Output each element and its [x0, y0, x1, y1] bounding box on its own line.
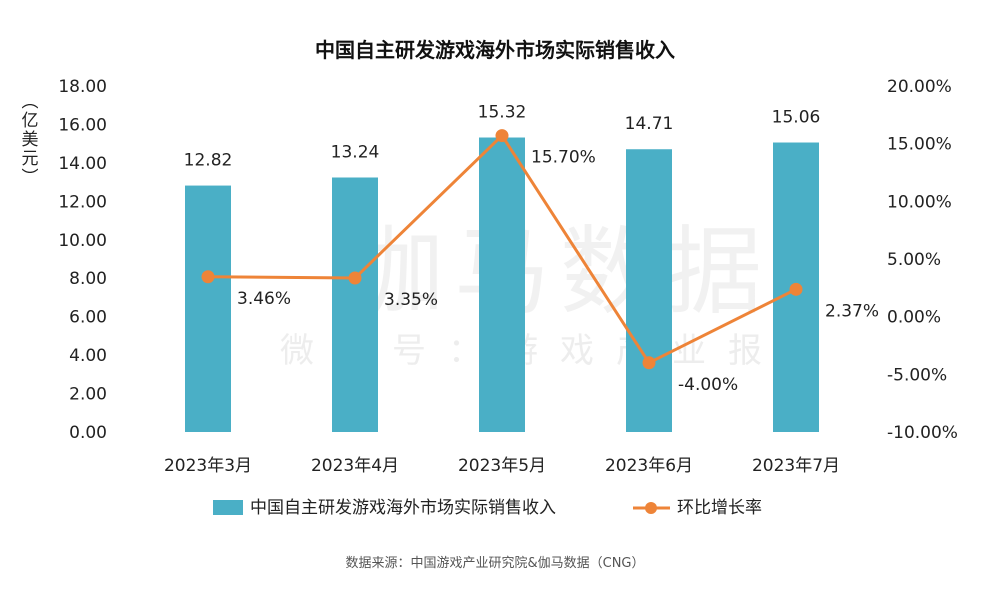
- left-axis-title: ︵亿美元︶: [22, 92, 39, 188]
- growth-point: [348, 271, 362, 285]
- bar-value-label: 13.24: [331, 142, 380, 162]
- bar-value-label: 14.71: [625, 114, 674, 134]
- left-tick-label: 8.00: [69, 269, 107, 289]
- line-data-labels: 3.46% 3.35% 15.70% -4.00% 2.37%: [237, 148, 879, 395]
- growth-point: [789, 282, 803, 296]
- line-series: [201, 129, 803, 370]
- source-note: 数据来源：中国游戏产业研究院&伽马数据（CNG）: [345, 556, 645, 571]
- left-tick-label: 12.00: [58, 192, 107, 212]
- bar-series: [185, 137, 819, 433]
- bar: [626, 149, 672, 433]
- category-label: 2023年7月: [752, 456, 840, 476]
- left-tick-label: 0.00: [69, 423, 107, 443]
- bar: [185, 185, 231, 432]
- left-tick-label: 18.00: [58, 77, 107, 97]
- bar: [479, 137, 525, 432]
- left-tick-label: 10.00: [58, 231, 107, 251]
- growth-value-label: 15.70%: [531, 148, 596, 168]
- bar-value-label: 15.32: [478, 103, 527, 123]
- bar: [332, 177, 378, 432]
- chart-title: 中国自主研发游戏海外市场实际销售收入: [315, 38, 675, 62]
- right-tick-label: -10.00%: [887, 423, 958, 443]
- bar-data-labels: 12.82 13.24 15.32 14.71 15.06: [184, 103, 821, 171]
- left-tick-label: 16.00: [58, 115, 107, 135]
- bar-value-label: 15.06: [772, 108, 821, 128]
- left-axis-label: ︵亿美元︶: [22, 92, 39, 188]
- growth-value-label: 3.46%: [237, 289, 291, 309]
- left-tick-label: 2.00: [69, 385, 107, 405]
- left-tick-label: 14.00: [58, 154, 107, 174]
- growth-value-label: -4.00%: [678, 375, 738, 395]
- category-label: 2023年4月: [311, 456, 399, 476]
- legend-label-line: 环比增长率: [677, 498, 762, 518]
- watermark-main: 伽马数据: [348, 216, 772, 328]
- left-axis-ticks: 0.00 2.00 4.00 6.00 8.00 10.00 12.00 14.00 16.00…: [58, 77, 107, 443]
- right-axis-ticks: -10.00% -5.00% 0.00% 5.00% 10.00% 15.00% 20.00…: [887, 77, 958, 443]
- right-tick-label: 10.00%: [887, 192, 952, 212]
- right-tick-label: 5.00%: [887, 250, 941, 270]
- category-axis-labels: 2023年3月 2023年4月 2023年5月 2023年6月 2023年7月: [164, 456, 840, 476]
- legend-swatch-marker: [645, 502, 657, 514]
- category-label: 2023年3月: [164, 456, 252, 476]
- legend-swatch-bar: [213, 500, 243, 515]
- growth-value-label: 3.35%: [384, 290, 438, 310]
- growth-point: [495, 129, 509, 143]
- right-tick-label: 0.00%: [887, 308, 941, 328]
- right-tick-label: 20.00%: [887, 77, 952, 97]
- category-label: 2023年6月: [605, 456, 693, 476]
- left-tick-label: 4.00: [69, 346, 107, 366]
- category-label: 2023年5月: [458, 456, 546, 476]
- legend-label-bar: 中国自主研发游戏海外市场实际销售收入: [250, 498, 556, 518]
- bar-value-label: 12.82: [184, 151, 233, 171]
- growth-point: [642, 356, 656, 370]
- right-tick-label: 15.00%: [887, 135, 952, 155]
- growth-point: [201, 270, 215, 284]
- left-tick-label: 6.00: [69, 308, 107, 328]
- legend: 中国自主研发游戏海外市场实际销售收入 环比增长率: [213, 498, 762, 518]
- right-tick-label: -5.00%: [887, 365, 947, 385]
- growth-value-label: 2.37%: [825, 301, 879, 321]
